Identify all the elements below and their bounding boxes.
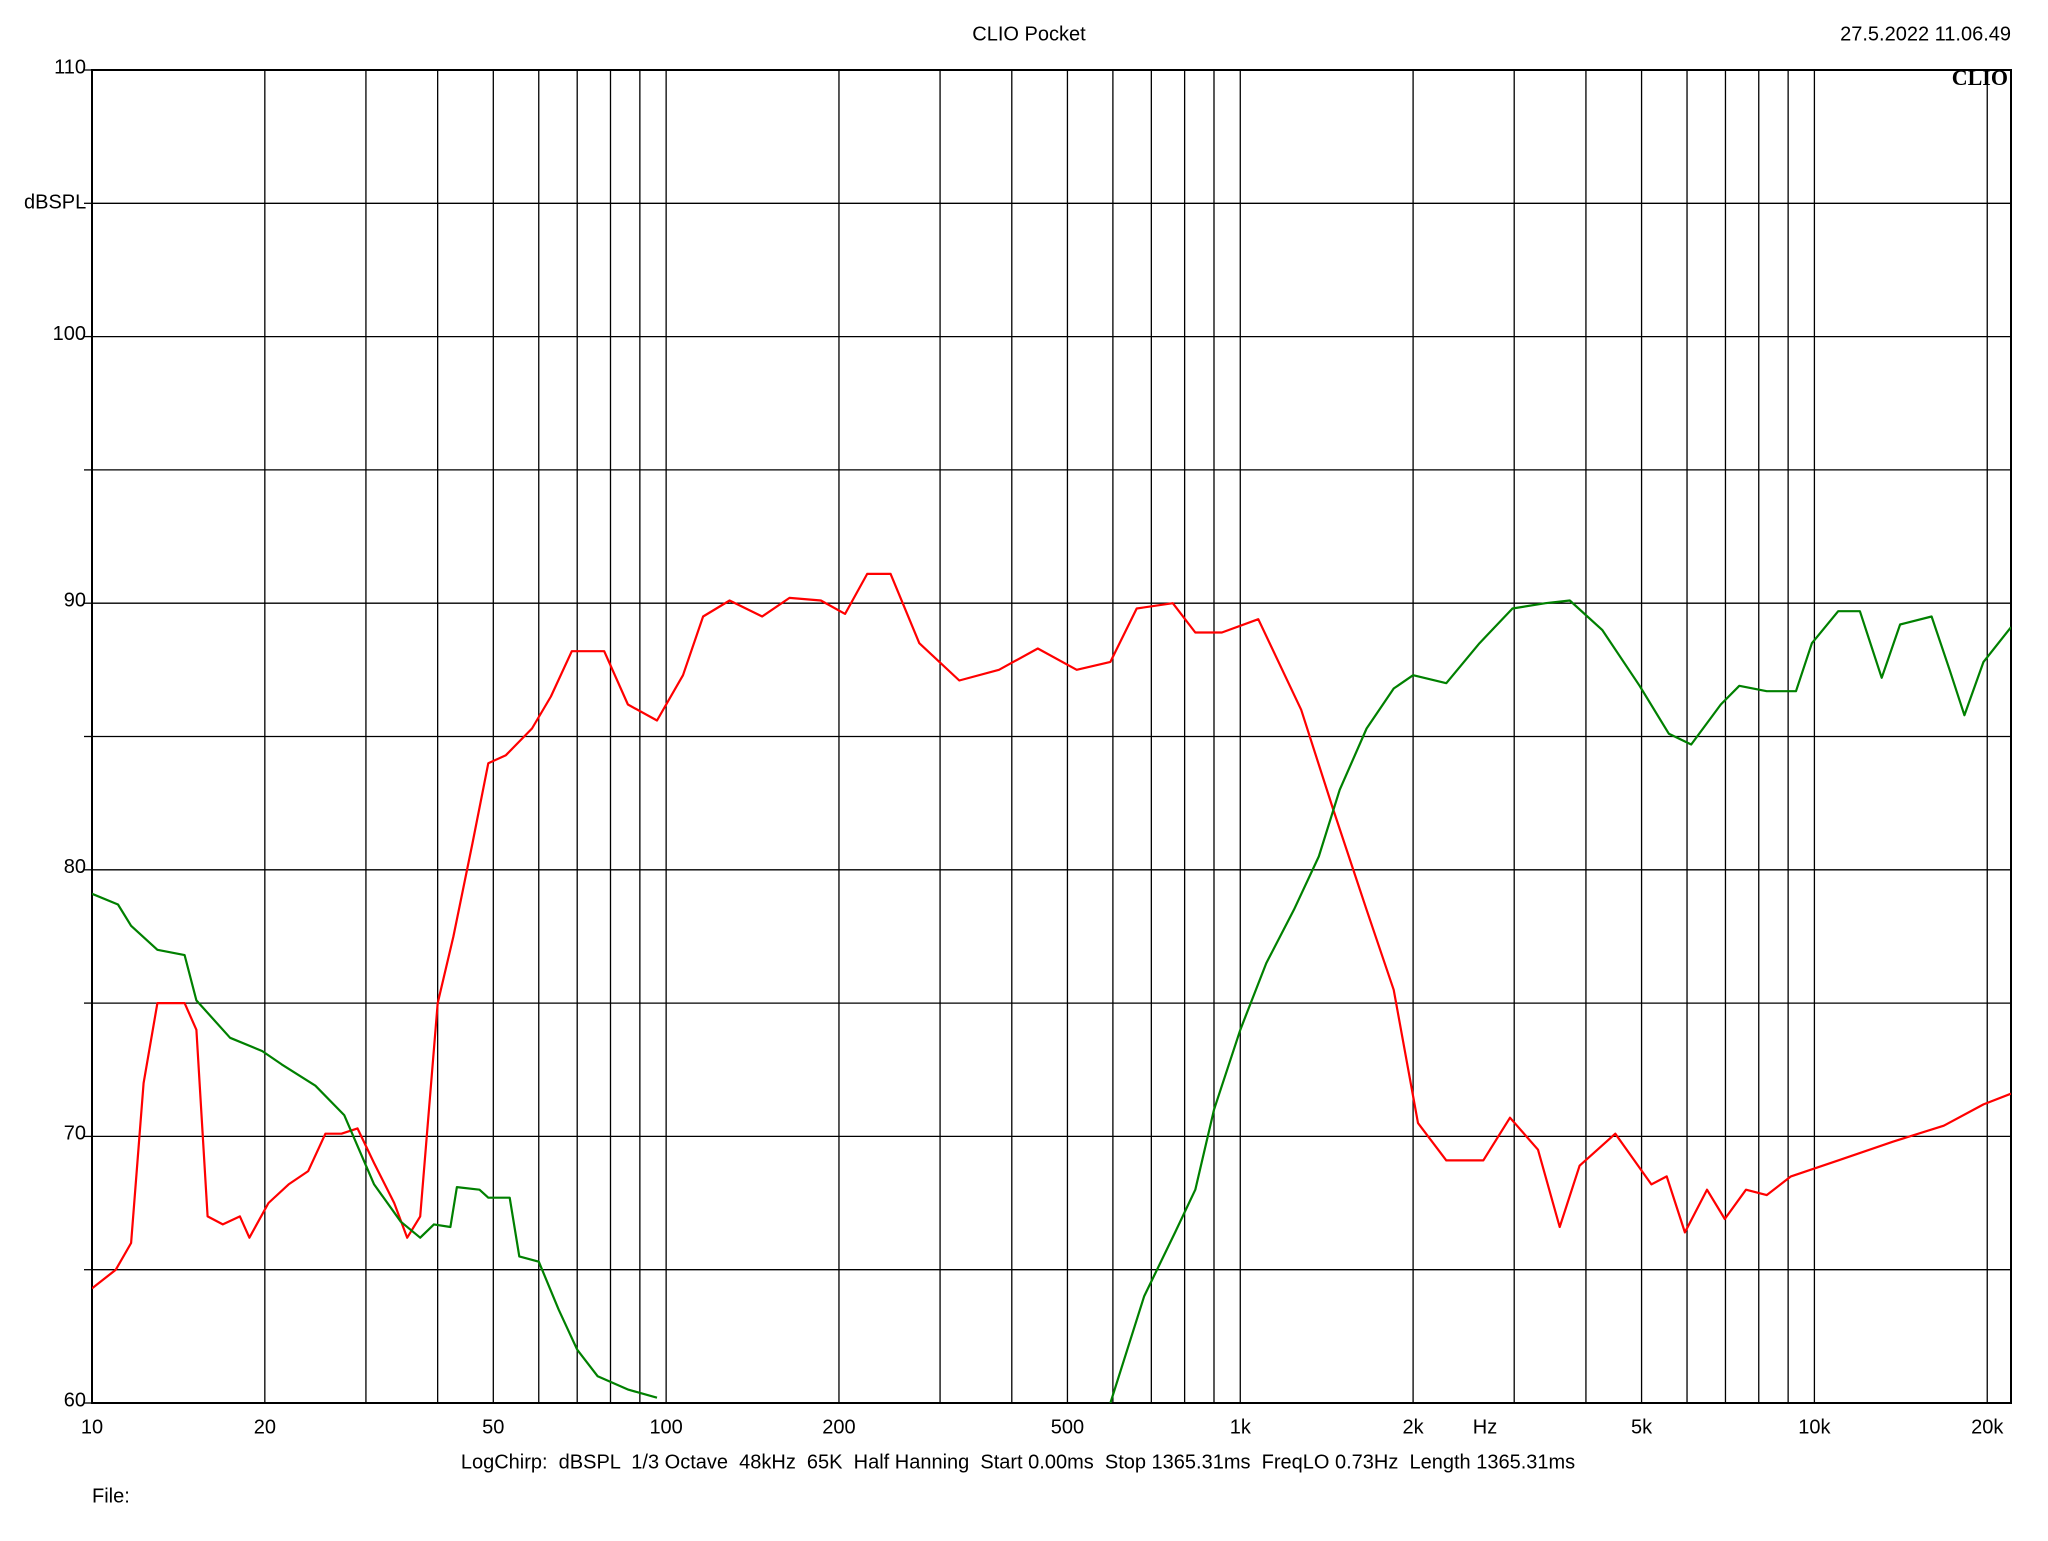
x-tick-label: 50 (482, 1416, 504, 1438)
y-tick-label: 60 (64, 1389, 86, 1411)
footer: LogChirp: dBSPL 1/3 Octave 48kHz 65K Hal… (461, 1451, 1575, 1473)
logo: CLIO (1952, 65, 2008, 90)
x-tick-label: 10k (1798, 1416, 1831, 1438)
series-line (92, 572, 2011, 1290)
x-tick-label: 500 (1051, 1416, 1084, 1438)
plot-frame (91, 69, 2012, 1404)
y-axis-label: dBSPL (24, 192, 86, 214)
x-tick-label: 200 (822, 1416, 855, 1438)
x-tick-label: 20 (254, 1416, 276, 1438)
timestamp: 27.5.2022 11.06.49 (1840, 23, 2011, 45)
y-tick-label: 80 (64, 856, 86, 878)
x-tick-label: 100 (649, 1416, 682, 1438)
x-axis-label: Hz (1473, 1416, 1497, 1438)
y-tick-label: 90 (64, 589, 86, 611)
x-tick-label: 5k (1631, 1416, 1653, 1438)
y-tick-label: 70 (64, 1123, 86, 1145)
file-label: File: (92, 1485, 130, 1507)
x-tick-label: 10 (81, 1416, 103, 1438)
y-tick-label: 100 (53, 323, 86, 345)
x-tick-label: 20k (1971, 1416, 2004, 1438)
series-line (92, 599, 2011, 1403)
chart-title: CLIO Pocket (972, 23, 1086, 45)
x-tick-label: 2k (1403, 1416, 1425, 1438)
y-tick-label: 110 (54, 56, 86, 78)
x-tick-label: 1k (1230, 1416, 1252, 1438)
